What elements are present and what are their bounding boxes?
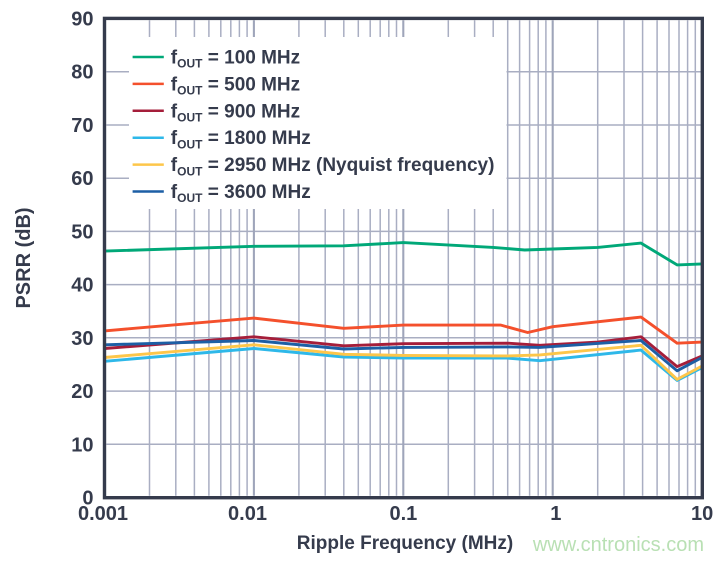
svg-text:90: 90 [71, 9, 93, 31]
svg-text:Ripple Frequency (MHz): Ripple Frequency (MHz) [297, 533, 513, 554]
svg-text:fOUT = 3600 MHz: fOUT = 3600 MHz [171, 182, 311, 205]
svg-text:30: 30 [71, 328, 93, 350]
svg-text:10: 10 [691, 503, 713, 525]
svg-text:1: 1 [550, 503, 561, 525]
svg-text:50: 50 [71, 221, 93, 243]
svg-text:fOUT = 2950 MHz (Nyquist frequ: fOUT = 2950 MHz (Nyquist frequency) [171, 155, 495, 178]
svg-text:0: 0 [82, 488, 93, 510]
svg-text:80: 80 [71, 62, 93, 84]
svg-text:70: 70 [71, 115, 93, 137]
svg-text:fOUT = 1800 MHz: fOUT = 1800 MHz [171, 128, 311, 151]
svg-text:fOUT = 100 MHz: fOUT = 100 MHz [171, 48, 300, 71]
svg-text:0.1: 0.1 [389, 503, 417, 525]
svg-text:10: 10 [71, 434, 93, 456]
svg-text:PSRR (dB): PSRR (dB) [13, 207, 35, 308]
svg-text:0.01: 0.01 [228, 503, 267, 525]
svg-text:60: 60 [71, 168, 93, 190]
svg-text:40: 40 [71, 275, 93, 297]
svg-text:fOUT = 500 MHz: fOUT = 500 MHz [171, 74, 300, 97]
svg-text:0.001: 0.001 [78, 503, 128, 525]
svg-text:www.cntronics.com: www.cntronics.com [532, 534, 704, 556]
svg-text:fOUT = 900 MHz: fOUT = 900 MHz [171, 101, 300, 124]
svg-text:20: 20 [71, 381, 93, 403]
